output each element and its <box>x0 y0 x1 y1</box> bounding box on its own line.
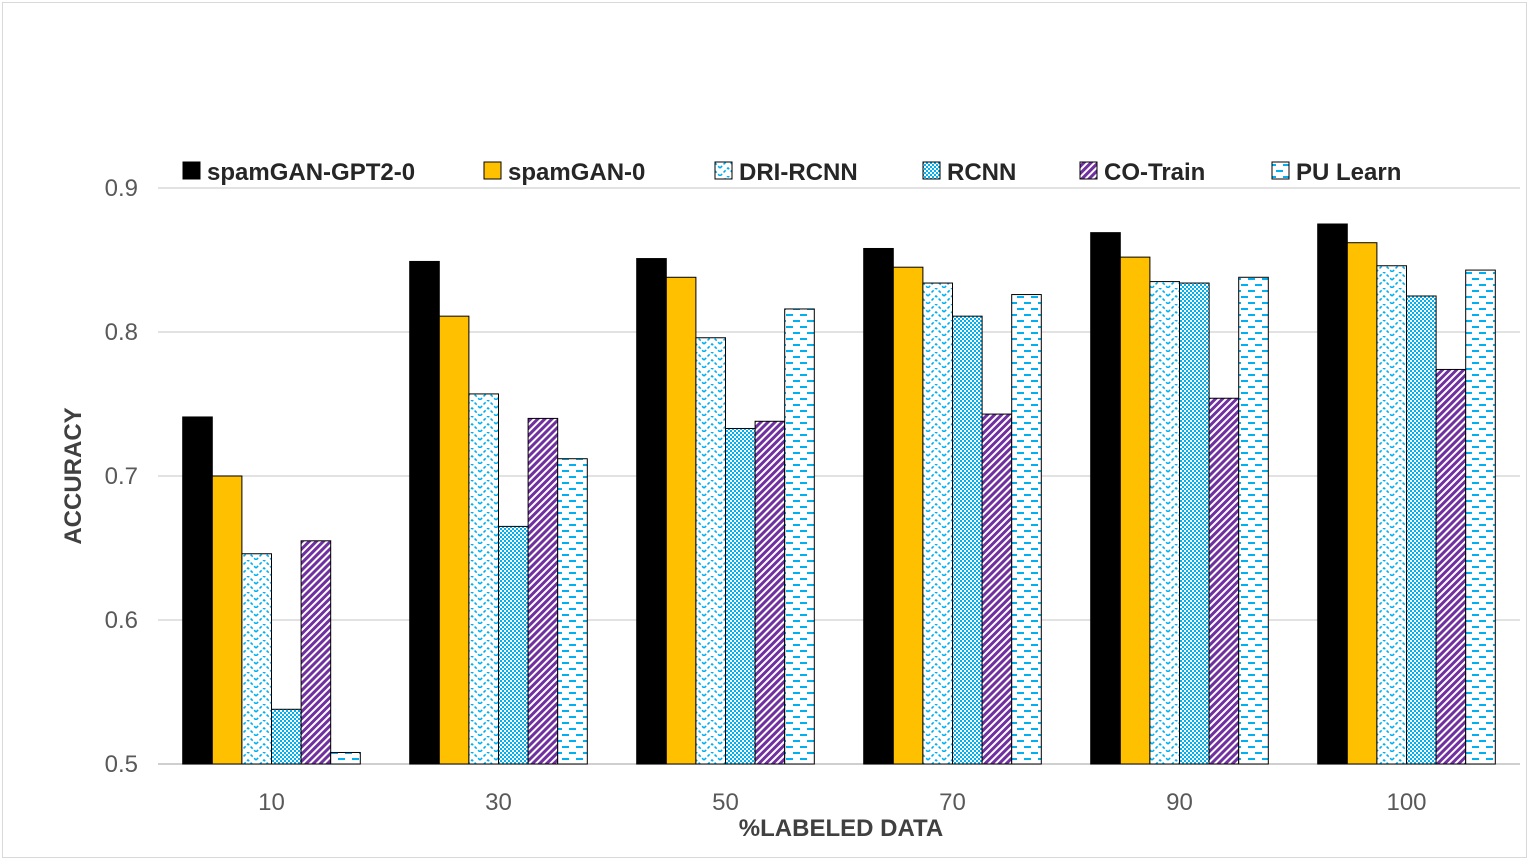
bar-dri-rcnn-50 <box>695 337 727 765</box>
y-axis-title: ACCURACY <box>60 407 87 544</box>
legend-label: CO-Train <box>1104 159 1205 186</box>
bar-dri-rcnn-10 <box>241 553 272 765</box>
bar-dri-rcnn-70 <box>922 282 954 765</box>
y-tick-label: 0.7 <box>105 463 138 490</box>
bar-pu-learn-100 <box>1465 269 1496 765</box>
bar-dri-rcnn-100 <box>1376 265 1408 765</box>
legend-swatch <box>1271 161 1290 180</box>
legend-label: DRI-RCNN <box>739 159 858 186</box>
bar-spamgan-0-10 <box>211 475 243 765</box>
bar-rcnn-90 <box>1179 282 1210 765</box>
legend-swatch <box>1079 161 1098 180</box>
y-tick-label: 0.6 <box>105 607 138 634</box>
x-axis-title: %LABELED DATA <box>739 815 943 842</box>
y-tick-label: 0.8 <box>105 319 138 346</box>
y-tick-label: 0.5 <box>105 751 138 778</box>
y-tick-label: 0.9 <box>105 175 138 202</box>
bar-spamgan-0-90 <box>1119 256 1151 765</box>
bar-spamgan-gpt2-0-30 <box>409 260 440 765</box>
bar-co-train-50 <box>754 420 786 765</box>
bar-rcnn-30 <box>498 525 529 765</box>
bar-pu-learn-10 <box>330 751 361 765</box>
bar-rcnn-70 <box>952 315 983 765</box>
bar-spamgan-0-50 <box>665 276 697 765</box>
x-tick-label: 50 <box>712 789 739 816</box>
legend-swatch <box>483 161 502 180</box>
bar-spamgan-0-30 <box>438 315 470 765</box>
legend-label: PU Learn <box>1296 159 1401 186</box>
legend-label: RCNN <box>947 159 1016 186</box>
bar-spamgan-0-100 <box>1346 242 1378 765</box>
x-tick-label: 30 <box>485 789 512 816</box>
legend-label: spamGAN-0 <box>508 159 645 186</box>
bar-rcnn-10 <box>271 708 302 765</box>
bar-spamgan-0-70 <box>892 266 924 765</box>
legend-swatch <box>714 161 733 180</box>
legend-label: spamGAN-GPT2-0 <box>207 159 415 186</box>
bar-spamgan-gpt2-0-50 <box>636 258 667 765</box>
x-tick-label: 100 <box>1386 789 1426 816</box>
legend-swatch <box>922 161 941 180</box>
bar-co-train-90 <box>1208 397 1240 765</box>
bar-spamgan-gpt2-0-100 <box>1317 223 1348 765</box>
bar-pu-learn-90 <box>1238 276 1269 765</box>
bar-spamgan-gpt2-0-90 <box>1090 232 1121 765</box>
x-tick-label: 90 <box>1166 789 1193 816</box>
bar-co-train-70 <box>981 413 1013 765</box>
bar-dri-rcnn-90 <box>1149 281 1181 765</box>
legend-swatch <box>182 161 201 180</box>
bar-co-train-30 <box>527 417 559 765</box>
x-tick-label: 10 <box>258 789 285 816</box>
bar-spamgan-gpt2-0-70 <box>863 247 894 765</box>
bar-spamgan-gpt2-0-10 <box>182 416 213 765</box>
bar-dri-rcnn-30 <box>468 393 499 765</box>
bar-co-train-10 <box>300 540 332 765</box>
bar-rcnn-100 <box>1406 295 1437 765</box>
bar-pu-learn-70 <box>1011 294 1042 765</box>
bar-pu-learn-30 <box>557 458 588 765</box>
bar-co-train-100 <box>1435 368 1467 765</box>
x-tick-label: 70 <box>939 789 966 816</box>
bar-rcnn-50 <box>725 427 756 765</box>
bar-pu-learn-50 <box>784 308 815 765</box>
